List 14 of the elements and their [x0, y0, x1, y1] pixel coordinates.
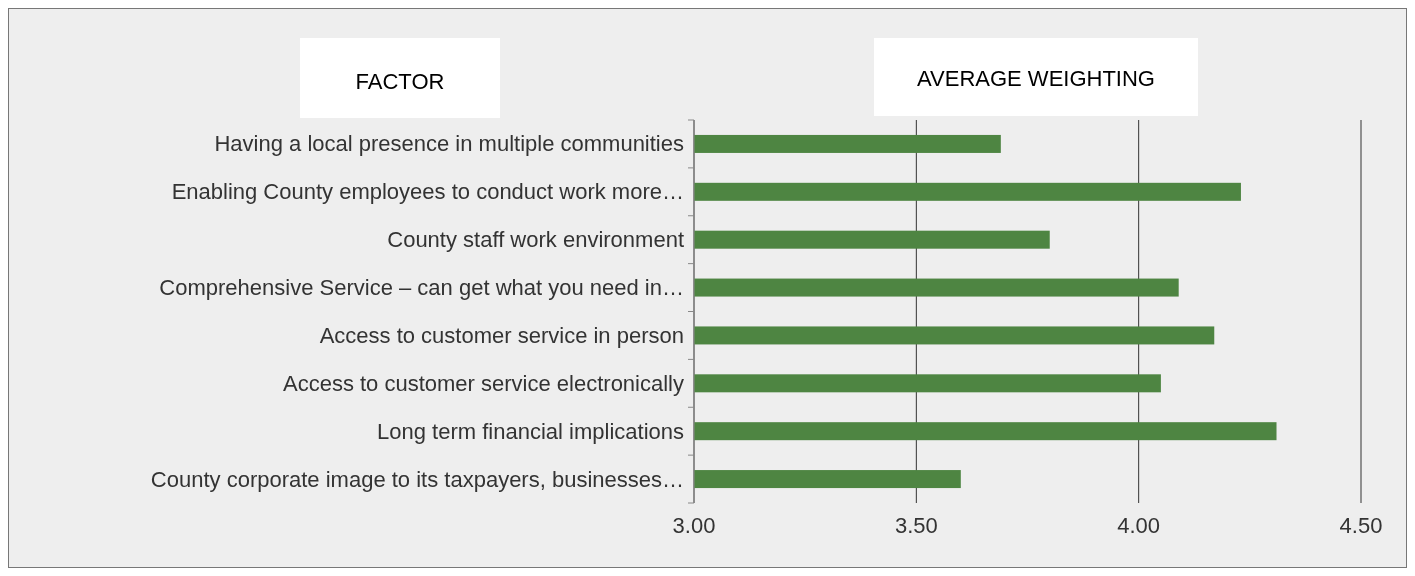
- y-tick-label: Enabling County employees to conduct work more…: [171, 179, 684, 205]
- y-tick-label: County staff work environment: [387, 227, 684, 253]
- y-tick-label: Having a local presence in multiple communities: [214, 131, 684, 157]
- x-tick-label: 3.50: [894, 513, 938, 538]
- y-tick-label: Comprehensive Service – can get what you need in…: [159, 275, 684, 301]
- x-tick-label: 3.00: [672, 513, 716, 538]
- x-tick-label: 4.00: [1117, 513, 1161, 538]
- y-axis-title: FACTOR: [355, 68, 445, 94]
- y-tick-label: County corporate image to its taxpayers, businesses…: [150, 466, 684, 492]
- y-tick-label: Access to customer service electronically: [282, 370, 684, 396]
- y-tick-label: Access to customer service in person: [319, 322, 684, 348]
- x-tick-label: 4.50: [1339, 513, 1383, 538]
- y-tick-label: Long term financial implications: [377, 418, 684, 444]
- x-axis-title: AVERAGE WEIGHTING: [917, 65, 1155, 91]
